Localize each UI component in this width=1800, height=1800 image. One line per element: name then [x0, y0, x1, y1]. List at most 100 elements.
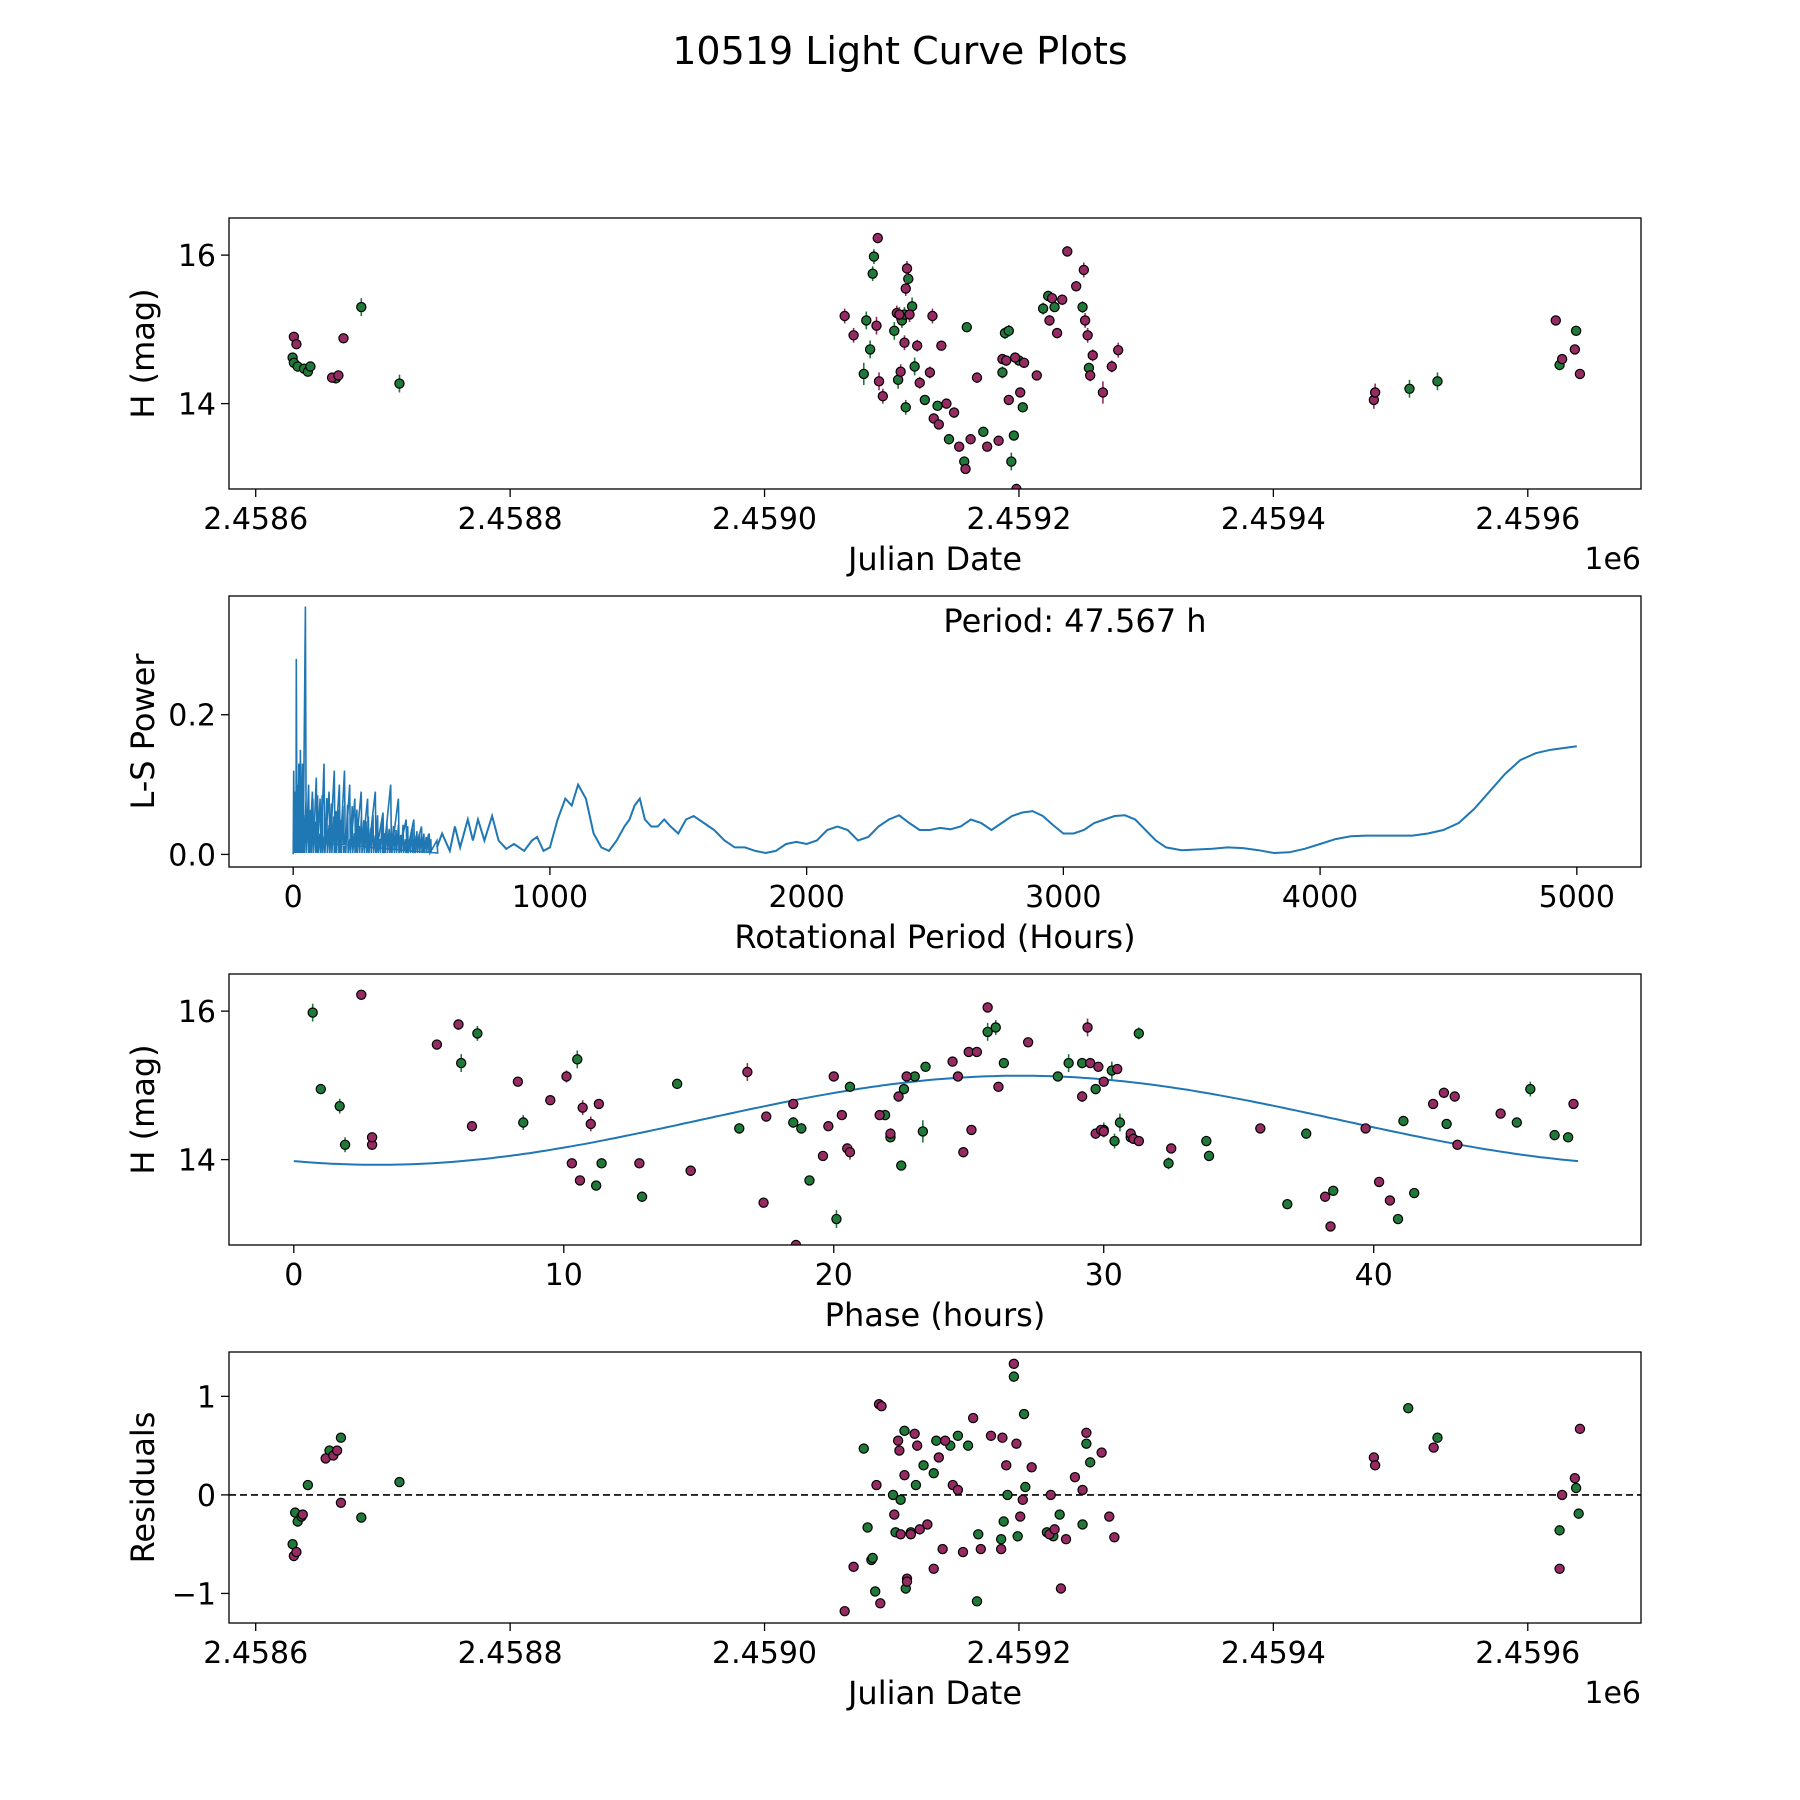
data-point-magenta [1556, 353, 1568, 365]
data-point-green [1403, 1402, 1414, 1414]
data-point-green [1008, 1371, 1020, 1382]
data-point-magenta [1044, 315, 1055, 326]
data-point-magenta [982, 1002, 993, 1013]
data-point-magenta [1031, 370, 1042, 381]
data-point-green [315, 1083, 326, 1095]
data-point-green [998, 1057, 1010, 1069]
data-point-magenta [1556, 1489, 1568, 1501]
data-point-green [864, 344, 876, 355]
data-point-magenta [927, 310, 938, 322]
data-point-green [1432, 1432, 1443, 1443]
data-point-green [1052, 1071, 1064, 1082]
data-point-magenta [1062, 246, 1073, 257]
data-point-magenta [904, 309, 915, 320]
data-point-green [1570, 1482, 1582, 1494]
x-tick-label: 2.4592 [966, 502, 1071, 537]
phased-light-curve-panel: 0 10 20 30 40 14 16 Phase (hours) H (mag) [124, 973, 1642, 1334]
data-point-magenta [900, 283, 911, 294]
data-point-green [1525, 1083, 1536, 1095]
data-point-magenta [356, 989, 367, 1000]
data-point-green [831, 1213, 842, 1225]
data-point-magenta [971, 372, 983, 383]
data-point-magenta [914, 1524, 925, 1535]
data-point-magenta [1550, 315, 1561, 326]
data-point-green [997, 367, 1008, 378]
x-tick-label: 20 [815, 1258, 853, 1293]
data-point-green [870, 1586, 881, 1597]
data-point-magenta [997, 1432, 1008, 1443]
data-point-magenta [1015, 1511, 1026, 1522]
data-point-green [356, 1512, 367, 1523]
data-point-green [899, 1425, 910, 1437]
data-point-magenta [366, 1132, 378, 1143]
data-point-magenta [928, 1563, 939, 1575]
data-point-magenta [1569, 1472, 1581, 1484]
data-point-magenta [848, 1561, 859, 1573]
data-point-magenta [790, 1239, 802, 1245]
x-tick-label: 3000 [1025, 880, 1101, 915]
y-axis-label: Residuals [124, 1412, 162, 1564]
data-point-magenta [1057, 294, 1068, 305]
data-point-magenta [758, 1197, 769, 1208]
data-point-green [1562, 1132, 1574, 1143]
data-point-green [918, 1460, 929, 1471]
data-point-magenta [1070, 281, 1082, 292]
data-point-magenta [985, 1430, 997, 1441]
data-point-magenta [1069, 1471, 1081, 1483]
data-point-magenta [965, 434, 976, 445]
data-point-magenta [585, 1118, 596, 1130]
figure-title: 10519 Light Curve Plots [672, 29, 1127, 73]
data-point-magenta [885, 1128, 896, 1139]
data-point-green [1012, 1531, 1023, 1542]
residuals-panel: 2.4586 2.4588 2.4590 2.4592 2.4594 2.4596 −1 0 1… [124, 1351, 1642, 1712]
data-point-green [804, 1175, 815, 1186]
data-point-magenta [1078, 264, 1090, 276]
data-point-magenta [545, 1095, 556, 1106]
data-point-green [1573, 1508, 1584, 1519]
data-point-green [867, 268, 878, 279]
data-point-magenta [889, 1509, 900, 1520]
data-point-green [971, 1596, 983, 1607]
data-point-magenta [875, 1598, 886, 1609]
data-point-magenta [1045, 1489, 1056, 1501]
data-point-magenta [894, 309, 905, 320]
data-point-magenta [297, 1509, 308, 1520]
data-point-magenta [1055, 1583, 1067, 1594]
data-point-magenta [1003, 394, 1014, 406]
data-point-magenta [836, 1109, 848, 1121]
data-point-green [920, 1061, 931, 1073]
data-point-magenta [431, 1039, 443, 1050]
x-offset-label: 1e6 [1584, 542, 1641, 577]
y-tick-label: 16 [178, 995, 216, 1030]
x-tick-label: 30 [1085, 1258, 1123, 1293]
data-point-green [1409, 1187, 1420, 1199]
data-point-green [796, 1123, 807, 1134]
data-point-green [1054, 1509, 1065, 1520]
data-point-green [1018, 1408, 1030, 1420]
data-point-magenta [939, 1435, 951, 1446]
data-point-green [1049, 301, 1060, 313]
x-tick-label: 2.4588 [458, 1636, 563, 1671]
data-point-magenta [453, 1019, 464, 1030]
y-tick-label: 14 [178, 1144, 216, 1179]
data-point-magenta [899, 1469, 910, 1481]
data-point-green [973, 1529, 984, 1540]
x-tick-label: 2.4592 [966, 1636, 1071, 1671]
x-axis-label: Rotational Period (Hours) [734, 918, 1135, 956]
data-point-magenta [872, 232, 883, 244]
data-point-green [1020, 1481, 1031, 1493]
data-point-magenta [957, 1546, 969, 1558]
data-point-magenta [1098, 1076, 1109, 1087]
y-tick-label: −1 [172, 1577, 216, 1612]
data-point-magenta [924, 367, 936, 378]
data-point-magenta [1452, 1139, 1463, 1150]
data-point-magenta [877, 390, 889, 402]
data-point-magenta [593, 1098, 605, 1110]
data-point-magenta [333, 370, 344, 381]
data-point-magenta [1427, 1098, 1439, 1110]
data-point-magenta [1133, 1135, 1145, 1147]
data-point-green [788, 1117, 799, 1128]
data-point-green [990, 1022, 1001, 1033]
x-tick-label: 0 [284, 1258, 303, 1293]
